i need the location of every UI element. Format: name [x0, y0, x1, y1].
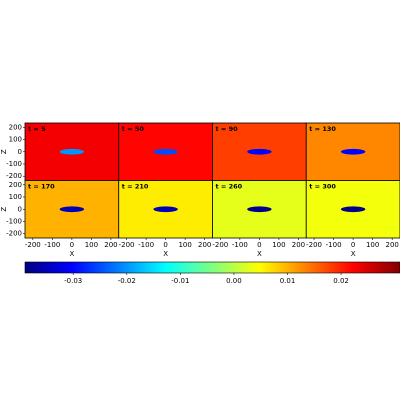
y-tick-label: 100: [9, 136, 22, 144]
colorbar-tick-label: -0.03: [64, 277, 82, 285]
x-tick-label: -200: [119, 241, 135, 249]
panel-title: t = 130: [309, 125, 336, 133]
x-axis-label: X: [69, 250, 74, 258]
panel-title: t = 50: [122, 125, 145, 133]
colorbar-tick-label: -0.02: [118, 277, 136, 285]
center-blob: [153, 206, 177, 212]
panel-title: t = 300: [309, 183, 336, 191]
x-tick-label: 200: [104, 241, 117, 249]
x-axis-label: X: [351, 250, 356, 258]
x-tick-label: 0: [351, 241, 355, 249]
center-blob: [60, 206, 84, 212]
x-tick-label: -100: [232, 241, 248, 249]
x-tick-label: -200: [25, 241, 41, 249]
x-tick-label: 200: [292, 241, 305, 249]
center-blob: [341, 206, 365, 212]
panel-title: t = 170: [28, 183, 55, 191]
x-tick-label: 0: [257, 241, 261, 249]
y-tick-label: 0: [18, 148, 22, 156]
colorbar-tick-label: 0.00: [226, 277, 242, 285]
panel-title: t = 90: [216, 125, 239, 133]
center-blob: [341, 149, 365, 155]
x-tick-label: 200: [386, 241, 399, 249]
x-tick-label: 0: [163, 241, 167, 249]
colorbar-tick-label: -0.01: [171, 277, 189, 285]
x-tick-label: -100: [44, 241, 60, 249]
x-tick-label: 200: [198, 241, 211, 249]
x-tick-label: -200: [306, 241, 322, 249]
colorbar-tick-label: 0.01: [280, 277, 296, 285]
y-tick-label: -100: [6, 217, 22, 225]
y-axis-label: Z: [0, 149, 8, 154]
y-axis-label: Z: [0, 207, 8, 212]
y-tick-label: -200: [6, 230, 22, 238]
panel-title: t = 5: [28, 125, 46, 133]
center-blob: [247, 149, 271, 155]
x-tick-label: -100: [138, 241, 154, 249]
y-tick-label: 200: [9, 181, 22, 189]
y-tick-label: -200: [6, 172, 22, 180]
x-tick-label: 100: [178, 241, 191, 249]
panel-title: t = 210: [122, 183, 149, 191]
x-axis-label: X: [257, 250, 262, 258]
center-blob: [247, 206, 271, 212]
x-tick-label: -200: [212, 241, 228, 249]
center-blob: [153, 149, 177, 155]
y-tick-label: 200: [9, 123, 22, 131]
y-tick-label: 100: [9, 193, 22, 201]
x-tick-label: 100: [366, 241, 379, 249]
panel-title: t = 260: [216, 183, 243, 191]
y-tick-label: 0: [18, 205, 22, 213]
colorbar-tick-label: 0.02: [333, 277, 349, 285]
y-tick-label: -100: [6, 160, 22, 168]
x-tick-label: 0: [70, 241, 74, 249]
x-tick-label: -100: [326, 241, 342, 249]
x-tick-label: 100: [272, 241, 285, 249]
center-blob: [60, 149, 84, 155]
x-axis-label: X: [163, 250, 168, 258]
x-tick-label: 100: [85, 241, 98, 249]
